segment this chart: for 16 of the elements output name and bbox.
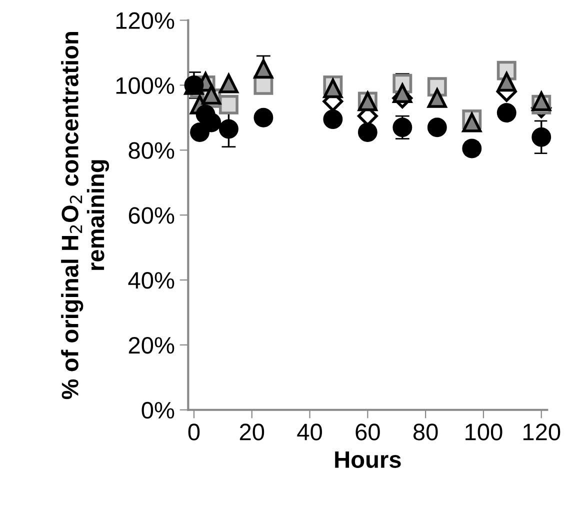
- y-tick-label: 40%: [128, 272, 174, 289]
- y-tick-label: 80%: [128, 142, 174, 159]
- y-tick-label: 20%: [128, 336, 174, 354]
- x-tick-label: 80: [413, 424, 438, 440]
- y-axis-title: % of original H$_{2}$O$_{2}$ concentration remaining: [61, 32, 110, 400]
- y-tick-label: 60%: [128, 207, 174, 224]
- y-tick-label: 120%: [116, 12, 174, 30]
- x-tick-label: 0: [188, 424, 200, 440]
- y-tick-label: 100%: [116, 77, 174, 94]
- x-tick-label: 40: [297, 424, 322, 440]
- y-tick-label: 0%: [142, 402, 174, 419]
- x-axis-title: Hours: [335, 451, 401, 468]
- x-tick-label: 20: [240, 424, 264, 440]
- x-tick-label: 120: [523, 424, 560, 440]
- x-tick-label: 100: [466, 424, 502, 440]
- x-tick-label: 60: [356, 424, 380, 440]
